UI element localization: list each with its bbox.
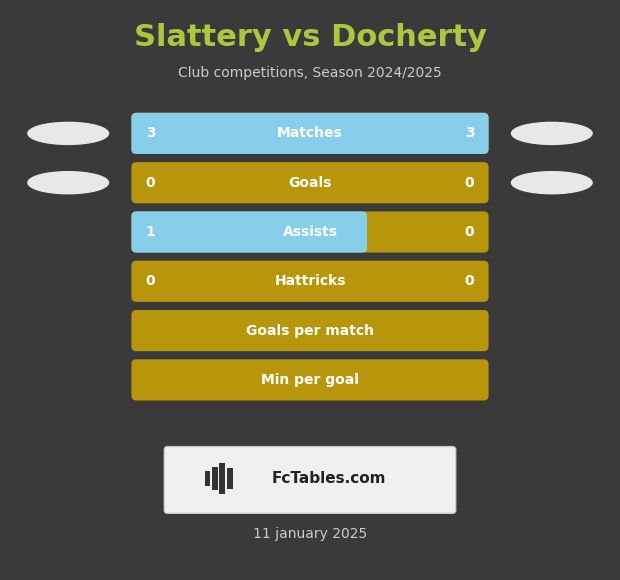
FancyBboxPatch shape <box>205 471 210 486</box>
Ellipse shape <box>28 122 108 144</box>
Text: Assists: Assists <box>283 225 337 239</box>
FancyBboxPatch shape <box>131 113 489 154</box>
FancyBboxPatch shape <box>131 162 489 203</box>
FancyBboxPatch shape <box>164 447 456 513</box>
Text: 0: 0 <box>464 225 474 239</box>
Ellipse shape <box>512 172 592 194</box>
Text: Matches: Matches <box>277 126 343 140</box>
Text: 3: 3 <box>464 126 474 140</box>
FancyBboxPatch shape <box>212 467 218 490</box>
FancyBboxPatch shape <box>131 261 489 302</box>
Text: Club competitions, Season 2024/2025: Club competitions, Season 2024/2025 <box>178 66 442 79</box>
FancyBboxPatch shape <box>131 212 367 253</box>
Ellipse shape <box>28 172 108 194</box>
FancyBboxPatch shape <box>227 469 232 488</box>
Text: FcTables.com: FcTables.com <box>272 471 386 486</box>
FancyBboxPatch shape <box>131 212 489 253</box>
FancyBboxPatch shape <box>131 310 489 351</box>
Text: Slattery vs Docherty: Slattery vs Docherty <box>133 23 487 52</box>
Text: 11 january 2025: 11 january 2025 <box>253 527 367 541</box>
FancyBboxPatch shape <box>131 360 489 401</box>
Text: 3: 3 <box>146 126 156 140</box>
Text: 0: 0 <box>146 274 156 288</box>
Text: 0: 0 <box>464 274 474 288</box>
Text: 0: 0 <box>146 176 156 190</box>
Text: 1: 1 <box>146 225 156 239</box>
Text: Min per goal: Min per goal <box>261 373 359 387</box>
Text: Goals: Goals <box>288 176 332 190</box>
Text: Hattricks: Hattricks <box>274 274 346 288</box>
FancyBboxPatch shape <box>131 113 489 154</box>
Ellipse shape <box>512 122 592 144</box>
Text: Goals per match: Goals per match <box>246 324 374 338</box>
Text: 0: 0 <box>464 176 474 190</box>
FancyBboxPatch shape <box>219 463 225 494</box>
